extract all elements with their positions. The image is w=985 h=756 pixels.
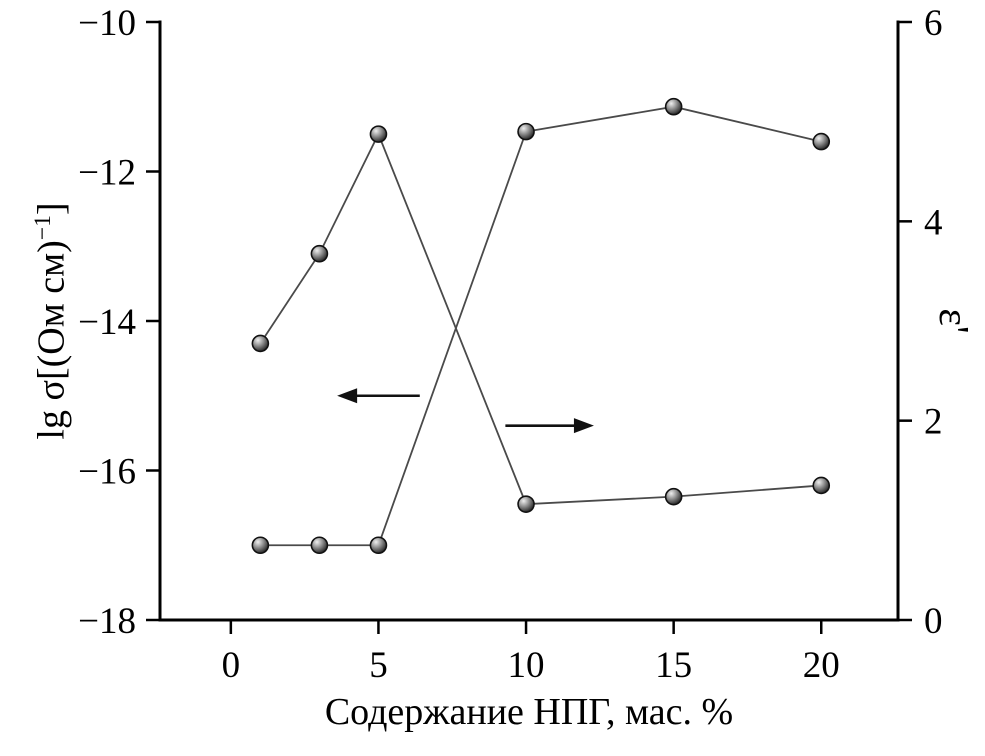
x-axis-title: Содержание НПГ, мас. %: [324, 691, 734, 733]
x-tick-label: 20: [803, 645, 840, 686]
data-point-marker: [517, 122, 535, 141]
left-tick-label: −12: [78, 153, 136, 194]
data-point-marker: [369, 125, 388, 143]
arrow-to-left-axis: [337, 388, 420, 404]
series-epsilon: [251, 97, 831, 555]
left-tick-label: −18: [78, 601, 136, 642]
data-point-marker: [812, 132, 831, 151]
arrowhead: [573, 418, 594, 434]
left-axis-title: lg σ[(Ом см)−1]: [16, 21, 73, 621]
data-point-marker: [310, 244, 329, 263]
arrow-to-right-axis: [505, 418, 594, 434]
right-tick-label: 4: [924, 202, 943, 243]
x-tick-label: 10: [508, 645, 545, 686]
left-tick-label: −14: [78, 302, 136, 343]
data-point-marker: [251, 334, 270, 353]
data-point-marker: [251, 536, 270, 555]
x-tick-label: 15: [655, 645, 692, 686]
data-point-marker: [664, 97, 683, 116]
x-tick-label: 0: [222, 645, 241, 686]
series-lg-sigma: [251, 125, 831, 513]
tick-labels: −10 −12 −14 −16 −18 0 2 4 6 0 5 10 15 20: [78, 3, 942, 686]
left-axis-title-exponent: −1: [30, 215, 56, 241]
data-point-marker: [517, 495, 535, 513]
right-tick-label: 2: [924, 402, 943, 443]
data-point-marker: [812, 476, 831, 495]
data-point-marker: [369, 536, 388, 555]
right-tick-label: 6: [924, 3, 943, 44]
left-axis-title-main: lg σ[(Ом см): [30, 240, 73, 440]
x-tick-label: 5: [369, 645, 388, 686]
left-axis-title-end: ]: [30, 202, 73, 216]
arrowhead: [337, 388, 358, 404]
right-axis-title: ε': [930, 308, 976, 334]
axes: [158, 20, 900, 622]
left-tick-label: −10: [78, 3, 136, 44]
data-point-marker: [310, 536, 329, 555]
left-tick-label: −16: [78, 452, 136, 493]
data-point-marker: [664, 487, 683, 506]
right-tick-label: 0: [924, 601, 943, 642]
axis-ticks: [146, 20, 912, 634]
